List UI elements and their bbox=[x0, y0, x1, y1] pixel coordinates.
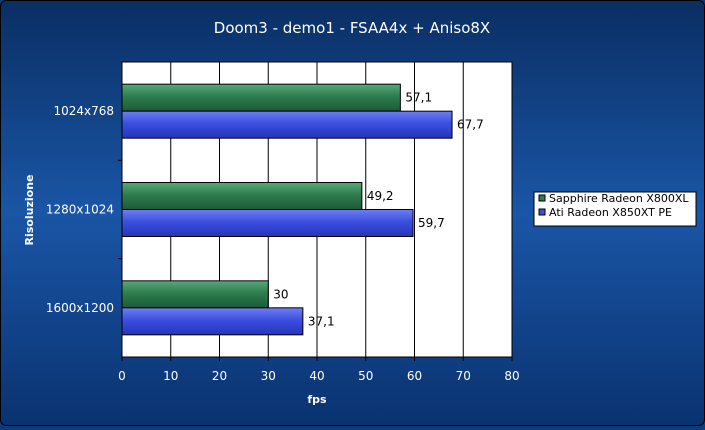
y-tick-label: 1024x768 bbox=[53, 104, 114, 118]
legend-box bbox=[533, 191, 697, 227]
x-tick-label: 30 bbox=[261, 369, 276, 383]
x-tick-label: 40 bbox=[309, 369, 324, 383]
x-tick-label: 50 bbox=[358, 369, 373, 383]
legend-label: Ati Radeon X850XT PE bbox=[549, 206, 672, 219]
legend-label: Sapphire Radeon X800XL bbox=[549, 192, 689, 205]
data-label: 59,7 bbox=[418, 216, 445, 230]
data-label: 37,1 bbox=[308, 314, 335, 328]
legend-swatch bbox=[538, 208, 546, 216]
bar bbox=[121, 182, 363, 210]
bar bbox=[121, 307, 304, 336]
x-tick-label: 60 bbox=[407, 369, 422, 383]
bar bbox=[121, 83, 401, 112]
y-tick-label: 1280x1024 bbox=[46, 203, 114, 217]
bar bbox=[121, 280, 269, 309]
bar bbox=[121, 209, 414, 237]
value-labels: 57,1 67,7 49,2 59,7 30 37,1 bbox=[273, 91, 484, 329]
legend-swatch bbox=[538, 194, 546, 202]
data-label: 67,7 bbox=[457, 118, 484, 132]
x-ticks: 0 10 20 30 40 50 60 70 80 bbox=[118, 357, 520, 383]
bars bbox=[121, 83, 453, 336]
data-label: 49,2 bbox=[367, 189, 394, 203]
x-tick-label: 70 bbox=[456, 369, 471, 383]
y-ticks: 1024x768 1280x1024 1600x1200 bbox=[46, 104, 122, 315]
x-tick-label: 20 bbox=[212, 369, 227, 383]
y-tick-label: 1600x1200 bbox=[46, 301, 114, 315]
x-tick-label: 80 bbox=[504, 369, 519, 383]
y-axis-label: Risoluzione bbox=[23, 175, 36, 246]
x-tick-label: 0 bbox=[118, 369, 126, 383]
data-label: 30 bbox=[273, 287, 288, 301]
x-axis-label: fps bbox=[307, 393, 327, 406]
chart-title: Doom3 - demo1 - FSAA4x + Aniso8X bbox=[214, 19, 490, 37]
data-label: 57,1 bbox=[405, 91, 432, 105]
x-tick-label: 10 bbox=[163, 369, 178, 383]
bar bbox=[121, 110, 453, 139]
